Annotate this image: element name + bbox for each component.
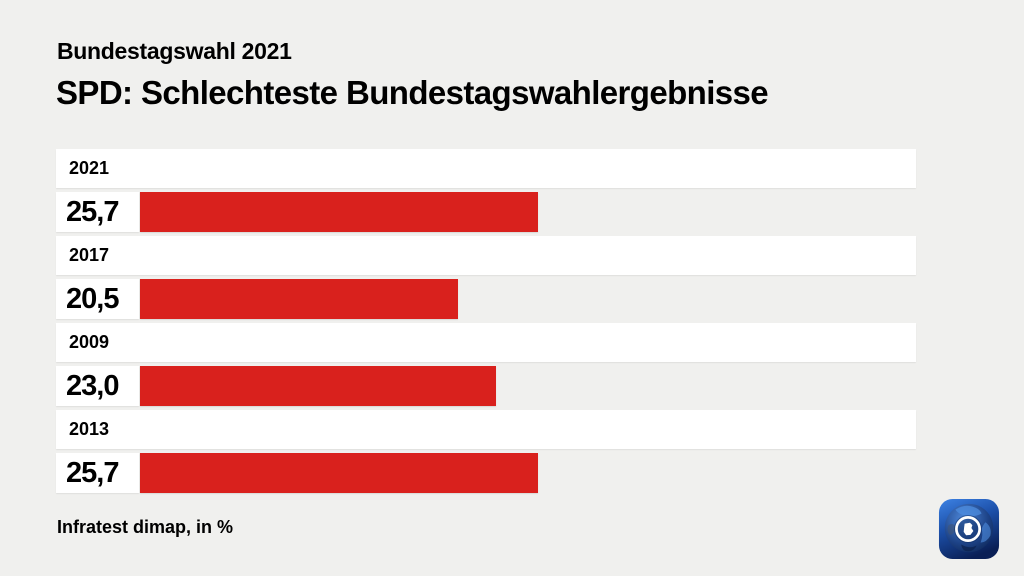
value-label-box: 23,0 — [56, 366, 139, 406]
year-label-row: 2021 — [56, 149, 916, 188]
tagesschau-logo-icon — [938, 498, 1000, 560]
kicker: Bundestagswahl 2021 — [57, 38, 292, 64]
value-row: 20,5 — [56, 279, 916, 319]
bar — [140, 453, 538, 493]
value-label-box: 20,5 — [56, 279, 139, 319]
value-row: 25,7 — [56, 192, 916, 232]
page-title: SPD: Schlechteste Bundestagswahlergebnis… — [56, 74, 769, 111]
value-label: 25,7 — [66, 456, 119, 489]
year-label-row: 2017 — [56, 236, 916, 275]
bar — [140, 279, 458, 319]
year-label: 2013 — [69, 419, 110, 439]
year-label: 2021 — [69, 158, 110, 178]
year-label-row: 2013 — [56, 410, 916, 449]
value-label: 20,5 — [66, 282, 119, 315]
value-label: 25,7 — [66, 195, 119, 228]
bar — [140, 366, 496, 406]
year-label-row: 2009 — [56, 323, 916, 362]
bar — [140, 192, 538, 232]
value-label: 23,0 — [66, 369, 119, 402]
bar-chart: 2021 25,7 2017 20,5 2009 23,0 2013 25,7 — [56, 149, 916, 497]
value-label-box: 25,7 — [56, 192, 139, 232]
source-note: Infratest dimap, in % — [57, 517, 234, 537]
year-label: 2009 — [69, 332, 110, 352]
year-label: 2017 — [69, 245, 110, 265]
value-row: 25,7 — [56, 453, 916, 493]
value-label-box: 25,7 — [56, 453, 139, 493]
value-row: 23,0 — [56, 366, 916, 406]
